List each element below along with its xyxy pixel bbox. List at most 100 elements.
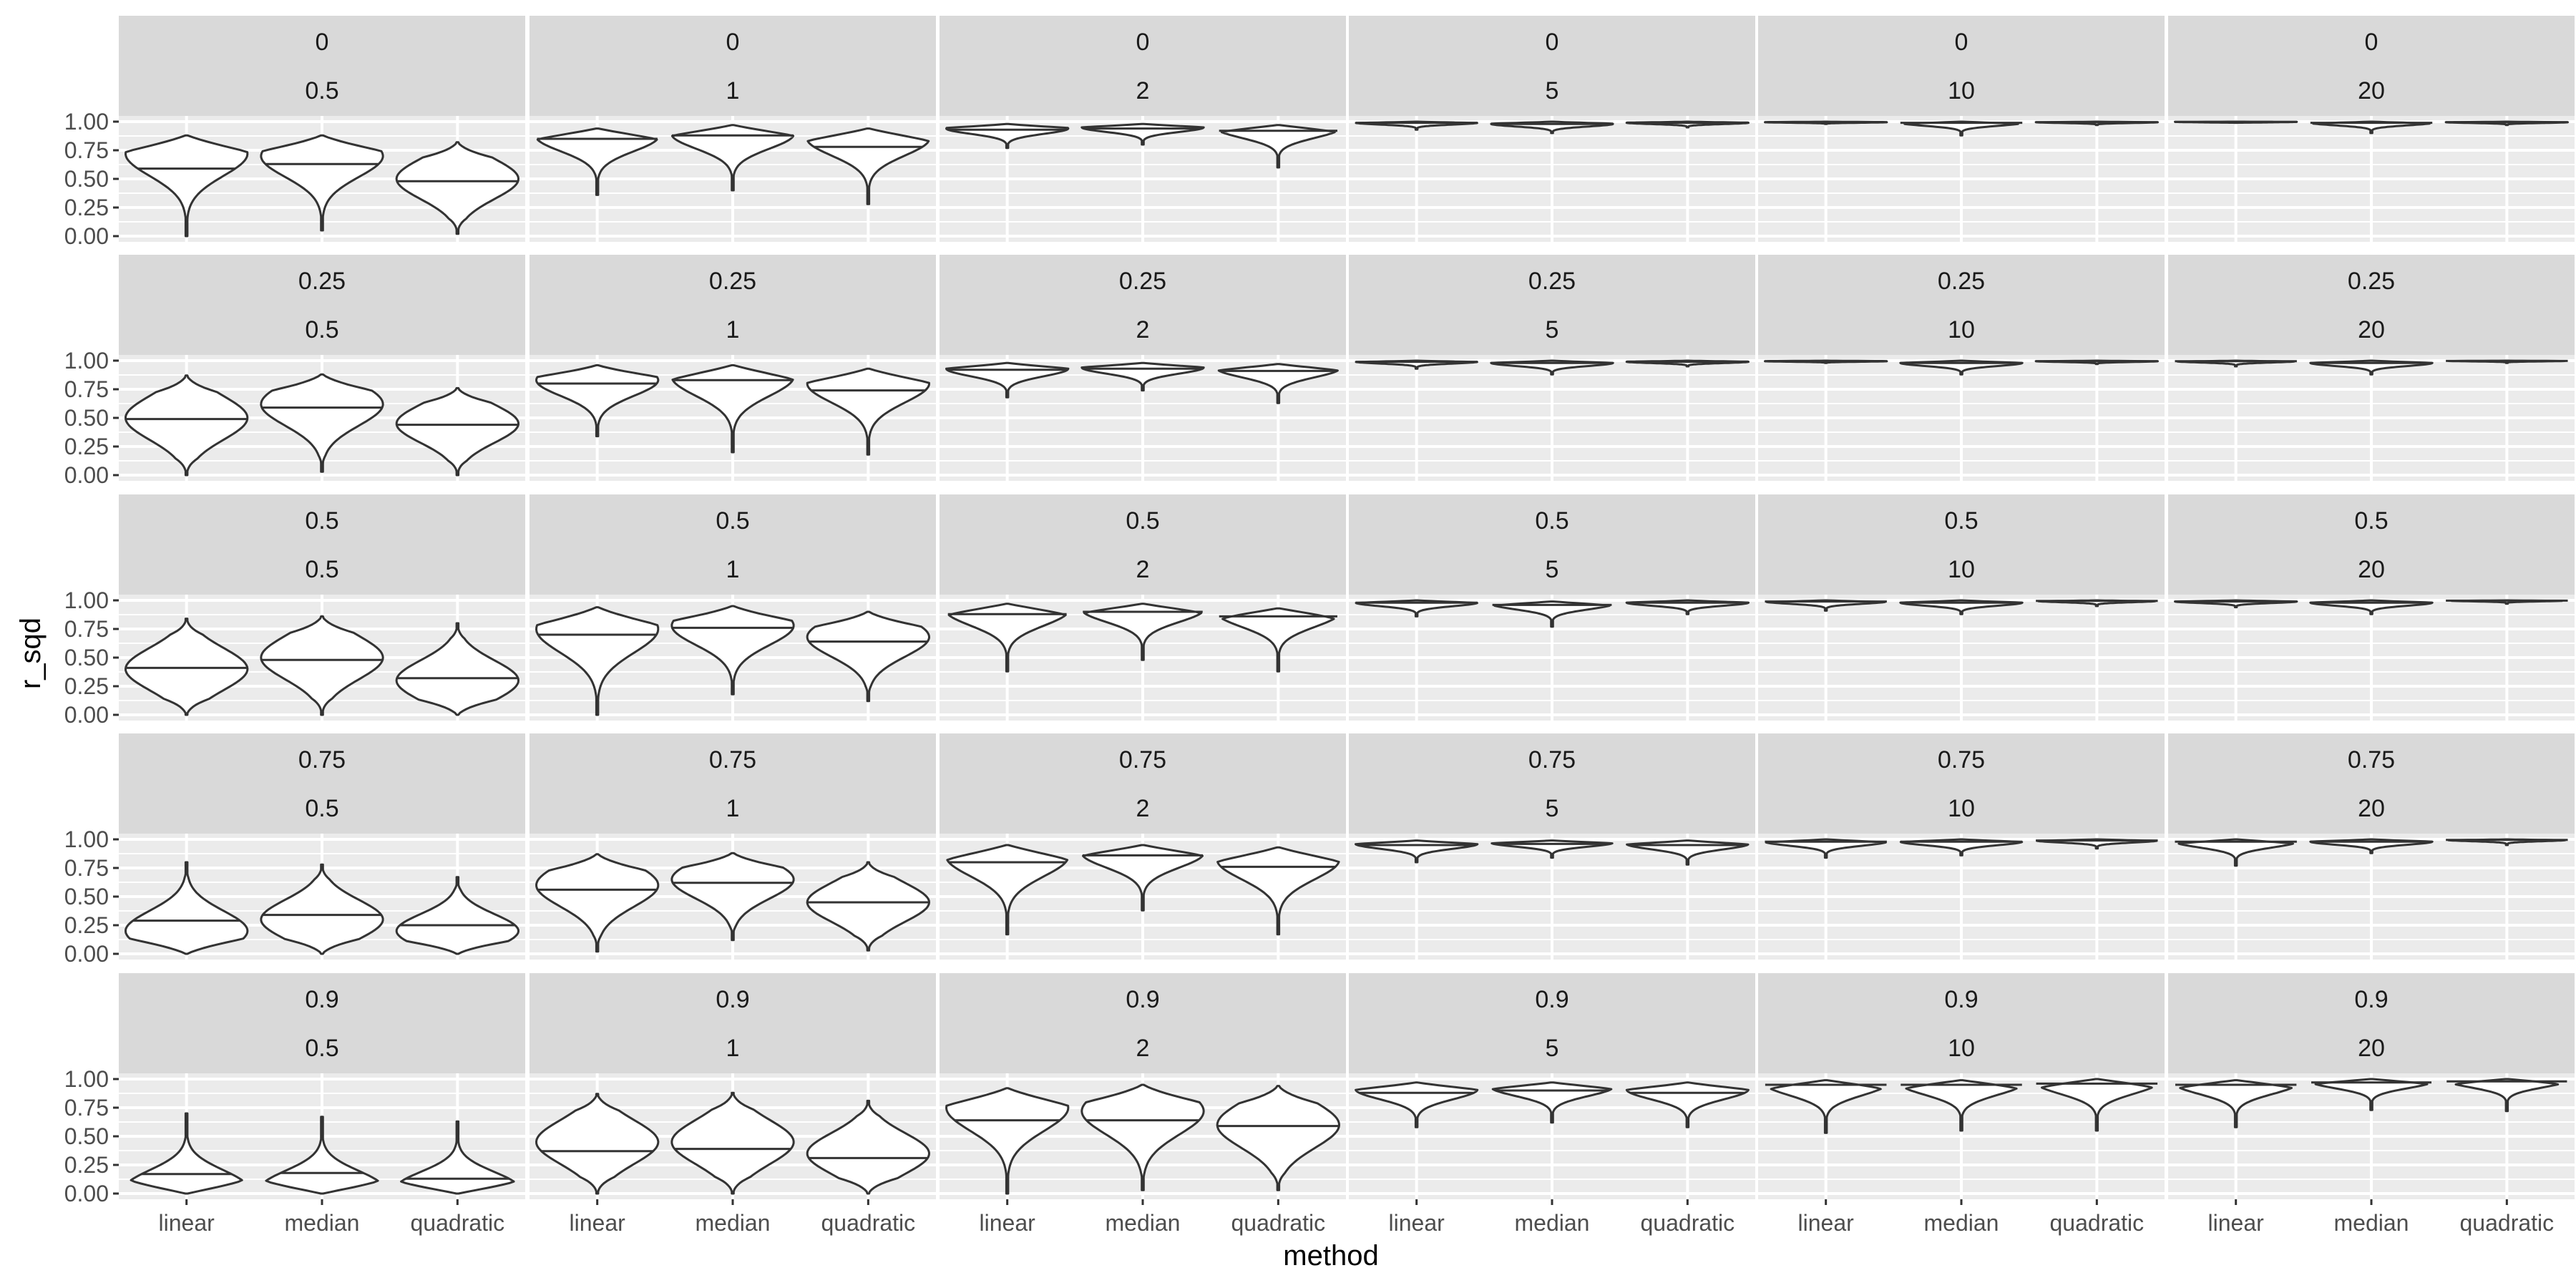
facet-panel: 0.5 0.5 0.00 0.25 0.50 0.75 1.00	[64, 494, 525, 728]
violin-quadratic	[395, 622, 519, 716]
violin-median	[670, 1091, 795, 1195]
violin-linear	[125, 861, 249, 955]
facet-col-label: 0.5	[305, 556, 338, 583]
violin-median	[2309, 359, 2434, 376]
facet-row-label: 0.25	[709, 268, 756, 295]
violin-quadratic	[2036, 838, 2158, 850]
facet-row-label: 0	[1136, 29, 1150, 56]
facet-strip	[1349, 255, 1755, 355]
facet-panel: 0.55	[1349, 494, 1755, 721]
facet-panel: 0.95	[1349, 973, 1755, 1199]
y-tick-label: 0.00	[64, 1181, 109, 1206]
facet-row-label: 0.75	[298, 746, 346, 774]
violin-quadratic	[1216, 1085, 1340, 1191]
facet-col-label: 10	[1948, 795, 1975, 822]
x-axis-title: method	[1283, 1240, 1378, 1272]
facet-row-label: 0.9	[305, 986, 338, 1013]
facet-strip	[2168, 973, 2575, 1073]
facet-panel: 0.25 2	[940, 255, 1346, 481]
facet-col-label: 5	[1546, 795, 1559, 822]
violin-linear	[947, 602, 1067, 673]
violin-median	[1903, 120, 2019, 137]
facet-panel: 0.75 1	[530, 733, 936, 960]
violin-median	[1899, 599, 2024, 615]
facet-panel: 0.52	[940, 494, 1346, 721]
facet-panel: 0.9 10	[1758, 973, 2165, 1199]
violin-quadratic	[395, 876, 519, 955]
x-axis: linear median quadratic linear median quadrat…	[159, 1199, 2554, 1236]
violin-median	[2309, 838, 2434, 854]
facet-col-label: 1	[726, 77, 740, 104]
facet-strip	[1758, 255, 2165, 355]
violin-linear	[2177, 838, 2294, 867]
violin-quadratic	[1216, 846, 1340, 936]
y-tick-label: 1.00	[64, 587, 109, 613]
x-tick-label: quadratic	[1641, 1210, 1735, 1236]
facet-panel: 0 10	[1758, 16, 2165, 242]
facet-panel: 0.75 0.5 0.00 0.25 0.50 0.75 1.00	[64, 733, 525, 967]
y-tick-label: 0.50	[64, 405, 109, 431]
violin-linear	[1765, 599, 1886, 612]
facet-panel: 0.75 10	[1758, 733, 2165, 960]
facet-panel: 0.25 1	[530, 255, 936, 481]
x-tick-label: quadratic	[821, 1210, 916, 1236]
facet-col-label: 1	[726, 795, 740, 822]
y-tick-label: 0.25	[64, 434, 109, 459]
violin-linear	[1355, 599, 1478, 618]
violin-median	[2314, 1078, 2429, 1111]
violin-quadratic	[395, 386, 519, 477]
violin-median	[670, 852, 795, 942]
facet-row-label: 0.9	[1535, 986, 1568, 1013]
violin-median	[2309, 599, 2434, 615]
violin-median	[1080, 1083, 1205, 1191]
facet-strip	[1758, 16, 2165, 116]
facet-strip	[530, 973, 936, 1073]
facet-panel: 02	[940, 16, 1346, 242]
violin-median	[671, 364, 794, 454]
y-tick-label: 1.00	[64, 109, 109, 135]
violin-quadratic	[2041, 1078, 2153, 1132]
facet-row-label: 0.75	[709, 746, 756, 774]
facet-panel: 0.51	[530, 494, 936, 721]
y-tick-label: 0.25	[64, 195, 109, 220]
violin-linear	[536, 127, 658, 196]
facet-row-label: 0.5	[2354, 507, 2388, 535]
facet-panel: 0.25 0.5 0.00 0.25 0.50 0.751.00	[64, 255, 525, 488]
violin-linear	[535, 1093, 660, 1195]
facet-strip	[940, 16, 1346, 116]
facet-strip	[119, 733, 525, 834]
facet-col-label: 1	[726, 1035, 740, 1062]
facet-col-label: 5	[1546, 77, 1559, 104]
x-tick-label: median	[696, 1210, 771, 1236]
y-tick-label: 1.00	[64, 348, 109, 374]
facet-row-label: 0.75	[2348, 746, 2395, 774]
violin-linear	[945, 361, 1070, 399]
facet-row-label: 0	[1955, 29, 1968, 56]
y-tick-label: 0.75	[64, 855, 109, 881]
x-tick-label: quadratic	[2050, 1210, 2145, 1236]
facet-col-label: 1	[726, 316, 740, 343]
violin-median	[1493, 600, 1611, 628]
violin-linear	[946, 844, 1069, 936]
facet-row-label: 0	[316, 29, 329, 56]
violin-quadratic	[1221, 607, 1335, 673]
x-tick-label: linear	[1798, 1210, 1855, 1236]
facet-strip	[1349, 494, 1755, 595]
y-tick-label: 0.25	[64, 1152, 109, 1178]
facet-col-label: 2	[1136, 1035, 1150, 1062]
violin-median	[260, 373, 384, 473]
facet-col-label: 0.5	[305, 1035, 338, 1062]
violin-linear	[125, 134, 249, 238]
facet-col-label: 5	[1546, 1035, 1559, 1062]
y-tick-label: 0.50	[64, 884, 109, 909]
x-tick-label: linear	[2208, 1210, 2265, 1236]
facet-strip	[119, 255, 525, 355]
facet-panel: 0.92	[940, 973, 1346, 1199]
facet-col-label: 2	[1136, 77, 1150, 104]
facet-strip	[1349, 973, 1755, 1073]
facet-strip	[940, 733, 1346, 834]
facet-panel: 0 0.5 0.00 0.25 0.50 0.751.00	[64, 16, 525, 249]
violin-linear	[945, 1087, 1070, 1195]
facet-row-label: 0.5	[716, 507, 749, 535]
